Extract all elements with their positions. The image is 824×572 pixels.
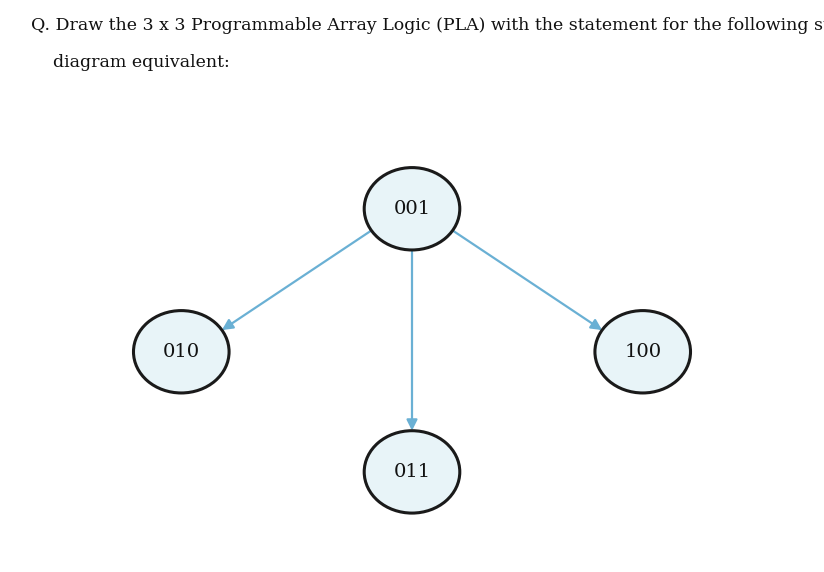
- Text: 001: 001: [393, 200, 431, 218]
- Ellipse shape: [133, 311, 229, 393]
- Text: 100: 100: [624, 343, 662, 361]
- Ellipse shape: [364, 431, 460, 513]
- Text: 011: 011: [393, 463, 431, 481]
- Ellipse shape: [364, 168, 460, 250]
- Text: Q. Draw the 3 x 3 Programmable Array Logic (PLA) with the statement for the foll: Q. Draw the 3 x 3 Programmable Array Log…: [31, 17, 824, 34]
- Text: diagram equivalent:: diagram equivalent:: [31, 54, 230, 72]
- Text: 010: 010: [162, 343, 200, 361]
- Ellipse shape: [595, 311, 691, 393]
